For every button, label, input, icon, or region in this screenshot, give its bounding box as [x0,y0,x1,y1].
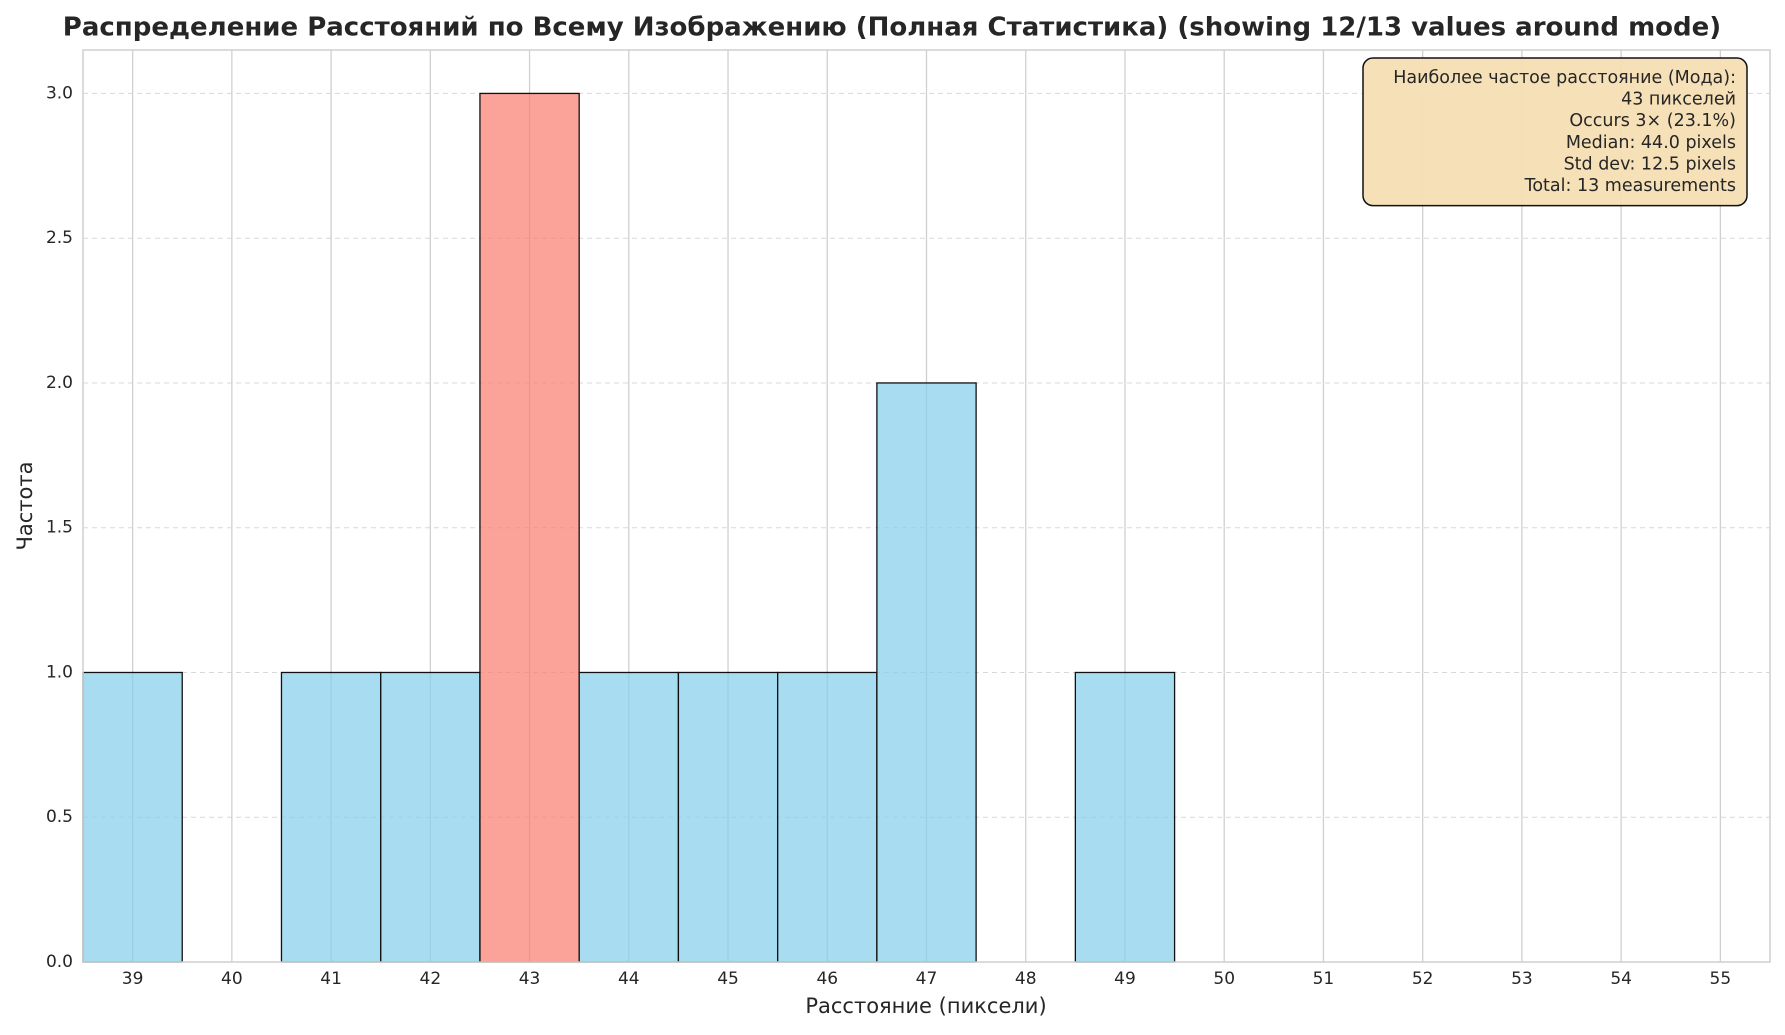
y-tick-label: 1.5 [46,518,73,538]
x-tick-label: 42 [420,969,442,989]
annotation-line: Наиболее частое расстояние (Мода): [1393,68,1736,88]
x-tick-label: 39 [122,969,144,989]
x-tick-label: 41 [320,969,342,989]
annotation-box [1362,57,1748,207]
bar [578,671,680,963]
y-tick-label: 2.5 [46,228,73,248]
x-tick-label: 55 [1710,969,1732,989]
x-tick-label: 44 [618,969,640,989]
x-tick-label: 40 [221,969,243,989]
annotation-line: Median: 44.0 pixels [1566,133,1736,153]
x-tick-label: 46 [816,969,838,989]
x-tick-label: 50 [1213,969,1235,989]
x-tick-label: 48 [1015,969,1037,989]
chart-title: Распределение Расстояний по Всему Изобра… [63,13,1721,43]
bar [280,671,382,963]
x-tick-label: 43 [519,969,541,989]
y-tick-label: 0.5 [46,807,73,827]
x-tick-label: 54 [1610,969,1632,989]
bar [82,671,183,963]
x-tick-label: 47 [916,969,938,989]
annotation-line: Total: 13 measurements [1524,176,1736,196]
y-axis-label: Частота [13,462,37,551]
bar [776,671,878,963]
annotation-line: Occurs 3× (23.1%) [1569,111,1736,131]
axes-frame [82,49,1771,963]
y-tick-label: 0.0 [46,952,73,972]
bar [380,671,481,963]
annotation-line: 43 пикселей [1621,90,1736,110]
y-tick-label: 2.0 [46,373,73,393]
x-tick-label: 53 [1511,969,1533,989]
bar [1074,671,1176,963]
y-tick-label: 3.0 [46,83,73,103]
x-tick-label: 52 [1412,969,1434,989]
x-tick-label: 49 [1114,969,1136,989]
bar [677,671,779,963]
x-axis-label: Расстояние (пиксели) [805,994,1046,1018]
x-tick-label: 51 [1313,969,1335,989]
annotation-line: Std dev: 12.5 pixels [1564,154,1736,174]
bar [479,92,580,963]
x-tick-label: 45 [717,969,739,989]
y-tick-label: 1.0 [46,662,73,682]
bar [876,382,977,963]
